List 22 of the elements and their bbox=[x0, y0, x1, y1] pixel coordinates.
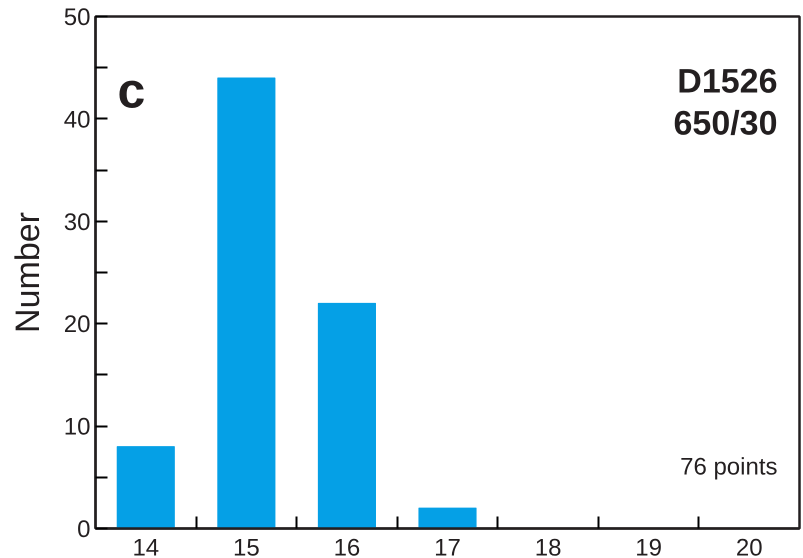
y-tick-label: 40 bbox=[64, 106, 91, 134]
y-tick-label: 10 bbox=[64, 414, 91, 441]
y-tick-label: 20 bbox=[64, 311, 91, 338]
x-tick-label: 20 bbox=[736, 534, 763, 558]
x-tick-label: 15 bbox=[233, 534, 260, 558]
bar bbox=[217, 78, 276, 528]
annotation: 650/30 bbox=[674, 104, 778, 142]
annotation: 76 points bbox=[680, 454, 778, 480]
bar bbox=[318, 302, 376, 528]
x-tick-label: 14 bbox=[132, 534, 160, 558]
bar bbox=[418, 508, 477, 528]
bar bbox=[116, 446, 175, 528]
y-tick-label: 0 bbox=[77, 516, 91, 543]
y-tick-label: 50 bbox=[64, 4, 91, 31]
x-tick-label: 16 bbox=[334, 534, 360, 558]
annotation: c bbox=[118, 62, 146, 118]
x-tick-label: 19 bbox=[635, 534, 662, 558]
x-tick-label: 18 bbox=[534, 534, 562, 558]
x-tick-label: 17 bbox=[434, 534, 461, 558]
y-tick-label: 30 bbox=[64, 208, 91, 236]
annotation: D1526 bbox=[677, 62, 778, 100]
y-axis-title: Number bbox=[8, 212, 47, 333]
